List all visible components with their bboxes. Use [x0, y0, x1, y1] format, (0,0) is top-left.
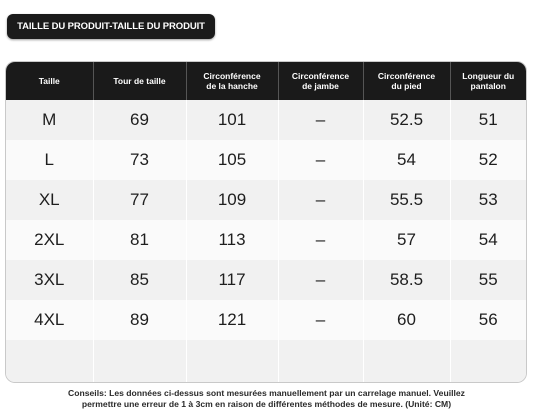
cell-hip: 105 — [185, 140, 278, 180]
page-title: TAILLE DU PRODUIT-TAILLE DU PRODUIT — [7, 14, 215, 39]
column-header-length: Longueur du pantalon — [449, 62, 526, 100]
note-line-1: Conseils: Les données ci-dessus sont mes… — [68, 388, 465, 398]
table-row: XL 77 109 – 55.5 53 — [6, 180, 526, 220]
cell-size: 2XL — [6, 220, 93, 260]
cell-waist: 81 — [92, 220, 186, 260]
table-row: 4XL 89 121 – 60 56 — [6, 300, 526, 340]
cell-leg: – — [277, 140, 363, 180]
cell-length: 53 — [449, 180, 526, 220]
cell-waist: 73 — [92, 140, 186, 180]
cell-foot: 55.5 — [362, 180, 450, 220]
cell-hip: 117 — [185, 260, 278, 300]
table-header-row: Taille Tour de taille Circonférence de la… — [6, 62, 526, 100]
cell-empty — [362, 340, 450, 382]
cell-waist: 89 — [92, 300, 186, 340]
cell-empty — [185, 340, 278, 382]
column-header-leg: Circonférence de jambe — [277, 62, 363, 100]
cell-leg: – — [277, 100, 363, 140]
table-row: L 73 105 – 54 52 — [6, 140, 526, 180]
table-row: 3XL 85 117 – 58.5 55 — [6, 260, 526, 300]
table-row: M 69 101 – 52.5 51 — [6, 100, 526, 140]
cell-hip: 109 — [185, 180, 278, 220]
cell-length: 51 — [449, 100, 526, 140]
cell-foot: 54 — [362, 140, 450, 180]
cell-size: 3XL — [6, 260, 93, 300]
column-header-hip: Circonférence de la hanche — [185, 62, 278, 100]
column-header-foot: Circonférence du pied — [362, 62, 450, 100]
cell-length: 55 — [449, 260, 526, 300]
table-row: 2XL 81 113 – 57 54 — [6, 220, 526, 260]
cell-length: 56 — [449, 300, 526, 340]
column-header-size: Taille — [6, 62, 93, 100]
cell-size: 4XL — [6, 300, 93, 340]
note-line-2: permettre une erreur de 1 à 3cm en raiso… — [81, 399, 452, 409]
cell-leg: – — [277, 180, 363, 220]
cell-size: M — [6, 100, 93, 140]
cell-empty — [92, 340, 186, 382]
cell-waist: 69 — [92, 100, 186, 140]
cell-leg: – — [277, 260, 363, 300]
cell-empty — [277, 340, 363, 382]
measurement-note: Conseils: Les données ci-dessus sont mes… — [0, 388, 533, 410]
cell-size: L — [6, 140, 93, 180]
cell-hip: 121 — [185, 300, 278, 340]
cell-leg: – — [277, 220, 363, 260]
cell-length: 54 — [449, 220, 526, 260]
cell-waist: 77 — [92, 180, 186, 220]
cell-foot: 57 — [362, 220, 450, 260]
cell-leg: – — [277, 300, 363, 340]
cell-empty — [6, 340, 93, 382]
column-header-waist: Tour de taille — [92, 62, 186, 100]
cell-hip: 101 — [185, 100, 278, 140]
cell-empty — [449, 340, 526, 382]
cell-size: XL — [6, 180, 93, 220]
cell-waist: 85 — [92, 260, 186, 300]
cell-foot: 52.5 — [362, 100, 450, 140]
cell-foot: 58.5 — [362, 260, 450, 300]
table-row-empty — [6, 340, 526, 382]
cell-length: 52 — [449, 140, 526, 180]
size-chart-table: Taille Tour de taille Circonférence de la… — [5, 61, 527, 383]
cell-foot: 60 — [362, 300, 450, 340]
cell-hip: 113 — [185, 220, 278, 260]
